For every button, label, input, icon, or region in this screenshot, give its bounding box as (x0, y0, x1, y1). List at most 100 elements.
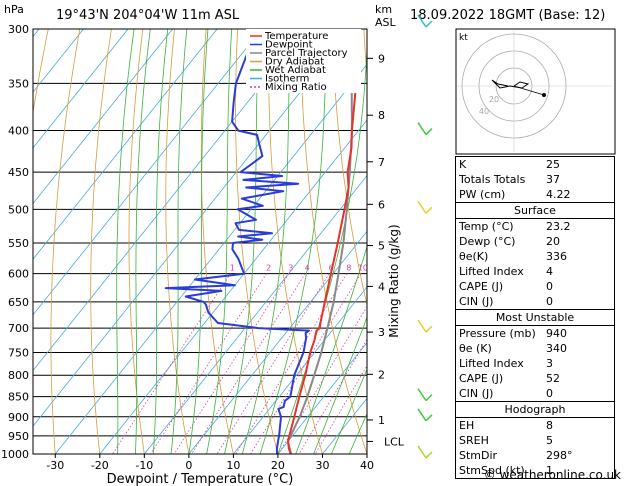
index-value: 25 (546, 158, 560, 171)
x-tick-label: -20 (91, 459, 109, 472)
pressure-tick-label: 350 (8, 77, 29, 90)
hodograph-unit-label: kt (459, 33, 468, 43)
most-unstable-label: CIN (J) (459, 387, 494, 400)
mixing-ratio-label: 4 (305, 264, 310, 273)
pressure-tick-label: 550 (8, 237, 29, 250)
wet-adiabat-line (259, 29, 327, 454)
wind-barb (417, 200, 427, 214)
wind-barb (417, 319, 427, 333)
asl-label: ASL (375, 16, 397, 29)
most-unstable-value: 52 (546, 372, 560, 385)
legend-entry: Dry Adiabat (265, 57, 324, 68)
most-unstable-value: 340 (546, 342, 567, 355)
x-tick-label: 30 (315, 459, 329, 472)
x-tick-label: -10 (135, 459, 153, 472)
km-tick-label: 7 (378, 156, 385, 169)
mixing-ratio-line (173, 273, 290, 454)
surface-row: Lifted Index 4 (456, 264, 614, 279)
wind-barb (417, 445, 427, 459)
wet-adiabat-line (152, 29, 169, 454)
lcl-label: LCL (384, 435, 405, 448)
wet-adiabat-line (224, 29, 260, 454)
pressure-tick-label: 700 (8, 322, 29, 335)
isotherm-line (188, 230, 367, 454)
pressure-tick-label: 300 (8, 23, 29, 36)
wet-adiabat-line (241, 29, 291, 454)
surface-row: θe(K) 336 (456, 249, 614, 264)
most-unstable-value: 0 (546, 387, 553, 400)
most-unstable-label: Pressure (mb) (459, 327, 536, 340)
most-unstable-row: CIN (J) 0 (456, 386, 614, 401)
dry-adiabat-line (90, 29, 112, 454)
hodograph-table-label: StmDir (459, 449, 498, 462)
legend-entry: Temperature (264, 31, 328, 42)
legend-entry: Dewpoint (265, 40, 313, 51)
dry-adiabat-line (616, 29, 629, 454)
km-tick-label: 3 (378, 326, 385, 339)
mixing-ratio-line (314, 364, 367, 454)
wet-adiabat-line (116, 29, 135, 454)
most-unstable-row: CAPE (J) 52 (456, 371, 614, 386)
dry-adiabat-line (200, 29, 234, 454)
index-row: K 25 (456, 157, 614, 172)
mixing-ratio-label: 10 (358, 264, 368, 273)
legend-entry: Parcel Trajectory (265, 48, 348, 59)
most-unstable-row: Pressure (mb) 940 (456, 326, 614, 341)
pressure-tick-label: 950 (8, 430, 29, 443)
dry-adiabat-line (50, 29, 81, 454)
chart-datetime: 18.09.2022 18GMT (Base: 12) (410, 8, 605, 23)
surface-title: Surface (456, 203, 614, 219)
surface-row: Dewp (°C) 20 (456, 234, 614, 249)
wind-barb (417, 408, 427, 422)
mixing-ratio-line (191, 273, 306, 454)
legend-entry: Isotherm (265, 74, 309, 85)
x-tick-label: 0 (185, 459, 192, 472)
mixing-ratio-label: 1 (230, 264, 235, 273)
km-tick-label: 1 (378, 414, 385, 427)
storm-motion-vector (513, 85, 545, 96)
mixing-ratio-label: 25 (419, 264, 429, 273)
hodograph-table-row: StmDir 298° (456, 448, 614, 463)
dry-adiabat-line (300, 29, 367, 454)
mixing-ratio-line (112, 273, 231, 454)
surface-label: CAPE (J) (459, 280, 504, 293)
mixing-ratio-label: 20 (403, 264, 413, 273)
wet-adiabat-line (313, 316, 367, 454)
mixing-ratio-label: 3 (288, 264, 293, 273)
x-tick-label: 40 (360, 459, 374, 472)
wind-barb (417, 388, 427, 402)
isotherm-line (54, 63, 367, 454)
km-tick-label: 9 (378, 52, 385, 65)
km-tick-label: 6 (378, 198, 385, 211)
surface-label: Lifted Index (459, 265, 524, 278)
km-label: km (375, 3, 392, 16)
hodograph-table-label: SREH (459, 434, 489, 447)
wind-barb (417, 14, 427, 28)
hodograph-table-row: EH 8 (456, 418, 614, 433)
index-label: PW (cm) (459, 188, 506, 201)
x-axis-label: Dewpoint / Temperature (°C) (107, 472, 294, 486)
mixing-ratio-line (250, 273, 362, 454)
hodograph-table-label: EH (459, 419, 475, 432)
chart-location: 19°43'N 204°04'W 11m ASL (56, 8, 240, 23)
isotherm-line (33, 29, 352, 427)
most-unstable-label: CAPE (J) (459, 372, 504, 385)
mixing-ratio-line (235, 273, 348, 454)
x-tick-label: -30 (46, 459, 64, 472)
surface-value: 336 (546, 250, 567, 263)
legend-entry: Mixing Ratio (265, 82, 327, 93)
y-axis-label-right: Mixing Ratio (g/kg) (387, 224, 401, 337)
km-tick-label: 2 (378, 368, 385, 381)
index-row: PW (cm) 4.22 (456, 187, 614, 202)
surface-label: CIN (J) (459, 295, 494, 308)
isotherm-line (33, 29, 262, 316)
temperature-line (287, 29, 361, 454)
hodograph-table-value: 1 (546, 464, 553, 477)
hodograph-table-value: 8 (546, 419, 553, 432)
surface-row: CIN (J) 0 (456, 294, 614, 309)
most-unstable-row: Lifted Index 3 (456, 356, 614, 371)
isotherm-line (33, 29, 129, 149)
surface-label: θe(K) (459, 250, 489, 263)
